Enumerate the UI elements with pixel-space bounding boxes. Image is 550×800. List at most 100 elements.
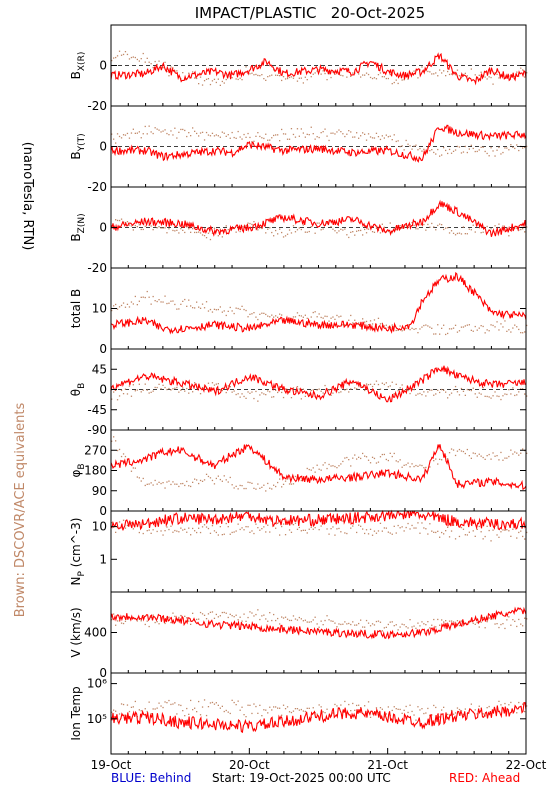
data-point	[346, 532, 348, 535]
data-point	[328, 533, 330, 535]
data-point	[288, 619, 291, 622]
data-point	[488, 705, 490, 708]
data-point	[518, 328, 520, 331]
data-point	[190, 135, 192, 137]
data-point	[500, 531, 502, 533]
data-point	[433, 460, 435, 462]
data-point	[328, 389, 330, 391]
data-point	[235, 137, 237, 139]
data-point	[241, 393, 243, 395]
data-point	[480, 531, 482, 533]
data-point	[324, 315, 326, 317]
data-point	[320, 390, 322, 392]
data-point	[209, 83, 212, 86]
data-point	[261, 227, 263, 230]
data-point	[146, 133, 148, 135]
data-point	[203, 80, 206, 82]
data-point	[474, 74, 476, 76]
data-point	[340, 228, 342, 230]
data-point	[132, 706, 134, 708]
data-point	[150, 616, 152, 618]
data-point	[219, 136, 221, 138]
data-point	[182, 229, 184, 231]
data-point	[205, 714, 208, 717]
data-point	[241, 138, 243, 140]
data-point	[427, 391, 429, 393]
data-point	[381, 630, 383, 632]
data-point	[417, 149, 419, 151]
data-point	[286, 618, 289, 620]
data-point	[522, 388, 524, 390]
data-point	[209, 238, 212, 241]
data-point	[294, 136, 297, 138]
data-point	[526, 72, 528, 74]
data-point	[409, 145, 411, 147]
data-point	[269, 316, 271, 318]
data-point	[235, 78, 237, 80]
data-point	[324, 619, 326, 622]
data-point	[275, 74, 277, 76]
data-point	[344, 621, 346, 623]
data-point	[425, 395, 427, 397]
data-point	[178, 131, 180, 133]
data-point	[419, 328, 421, 330]
data-point	[211, 479, 214, 482]
data-point	[310, 526, 312, 528]
data-point	[403, 530, 405, 532]
data-point	[227, 616, 229, 619]
data-point	[298, 77, 300, 79]
data-point	[448, 232, 451, 234]
data-point	[417, 706, 419, 708]
data-point	[231, 310, 233, 312]
data-point	[344, 228, 346, 230]
data-point	[223, 533, 225, 535]
data-point	[255, 316, 257, 318]
data-point	[296, 386, 299, 388]
data-point	[265, 394, 267, 396]
data-point	[512, 387, 514, 389]
data-point	[286, 138, 289, 140]
data-point	[290, 711, 293, 714]
data-point	[441, 459, 443, 461]
data-point	[182, 387, 184, 389]
data-point	[358, 704, 360, 706]
data-point	[198, 135, 200, 137]
series-line	[110, 199, 527, 237]
data-point	[138, 383, 140, 385]
data-point	[298, 709, 300, 711]
data-point	[148, 392, 150, 394]
data-point	[504, 393, 506, 395]
data-point	[338, 316, 340, 318]
data-point	[312, 133, 314, 135]
data-point	[128, 306, 131, 308]
data-point	[198, 482, 200, 485]
data-point	[267, 524, 269, 526]
data-point	[387, 77, 389, 80]
data-point	[192, 612, 194, 614]
data-point	[405, 464, 407, 466]
data-point	[190, 385, 192, 388]
data-point	[271, 488, 273, 490]
data-point	[115, 219, 117, 221]
data-point	[259, 313, 261, 315]
data-point	[243, 714, 245, 716]
data-point	[352, 231, 354, 233]
data-point	[233, 136, 235, 139]
data-point	[275, 485, 277, 488]
data-point	[312, 528, 314, 530]
data-point	[174, 303, 176, 306]
data-point	[474, 325, 476, 328]
data-point	[334, 465, 336, 468]
data-point	[342, 460, 344, 463]
data-point	[320, 469, 322, 471]
data-point	[158, 623, 160, 625]
data-point	[113, 57, 115, 59]
data-point	[253, 703, 255, 705]
data-point	[512, 528, 514, 530]
data-point	[520, 388, 522, 390]
data-point	[354, 136, 356, 138]
data-point	[314, 72, 316, 74]
data-point	[249, 222, 251, 225]
data-point	[320, 229, 322, 231]
data-point	[113, 305, 115, 307]
